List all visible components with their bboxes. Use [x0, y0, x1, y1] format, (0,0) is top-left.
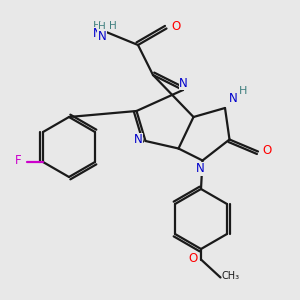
Text: CH₃: CH₃: [222, 271, 240, 281]
Text: H: H: [93, 21, 102, 31]
Text: O: O: [188, 252, 197, 265]
Text: N: N: [98, 29, 106, 43]
Text: O: O: [262, 143, 272, 157]
Text: H: H: [109, 21, 116, 31]
Text: O: O: [171, 20, 180, 34]
Text: N: N: [179, 77, 188, 90]
Text: N: N: [93, 27, 102, 40]
Text: N: N: [134, 133, 142, 146]
Text: H: H: [239, 85, 247, 96]
Text: N: N: [229, 92, 238, 106]
Text: F: F: [15, 154, 21, 167]
Text: N: N: [196, 162, 205, 176]
Text: H: H: [98, 22, 106, 32]
